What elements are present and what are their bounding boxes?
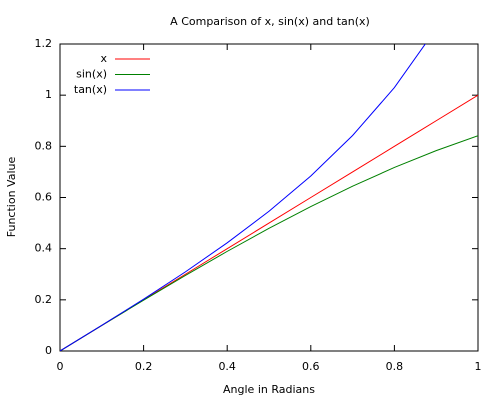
x-axis-label: Angle in Radians <box>223 383 315 396</box>
legend-label: x <box>100 52 107 65</box>
legend-label: tan(x) <box>74 83 107 96</box>
x-tick-label: 1 <box>475 360 482 373</box>
y-tick-label: 0.8 <box>35 139 53 152</box>
y-tick-label: 1.2 <box>35 37 53 50</box>
x-tick-label: 0.2 <box>135 360 153 373</box>
x-tick-label: 0.4 <box>218 360 236 373</box>
y-tick-label: 0.4 <box>35 242 53 255</box>
y-axis-label: Function Value <box>5 157 18 238</box>
y-tick-label: 0.6 <box>35 191 53 204</box>
x-tick-label: 0.8 <box>386 360 404 373</box>
series-line <box>60 135 478 351</box>
y-tick-label: 0.2 <box>35 293 53 306</box>
y-tick-label: 1 <box>45 88 52 101</box>
y-tick-label: 0 <box>45 344 52 357</box>
legend-label: sin(x) <box>76 68 107 81</box>
chart-title: A Comparison of x, sin(x) and tan(x) <box>170 15 370 28</box>
x-tick-label: 0 <box>57 360 64 373</box>
x-tick-label: 0.6 <box>302 360 320 373</box>
series-line <box>60 44 426 351</box>
